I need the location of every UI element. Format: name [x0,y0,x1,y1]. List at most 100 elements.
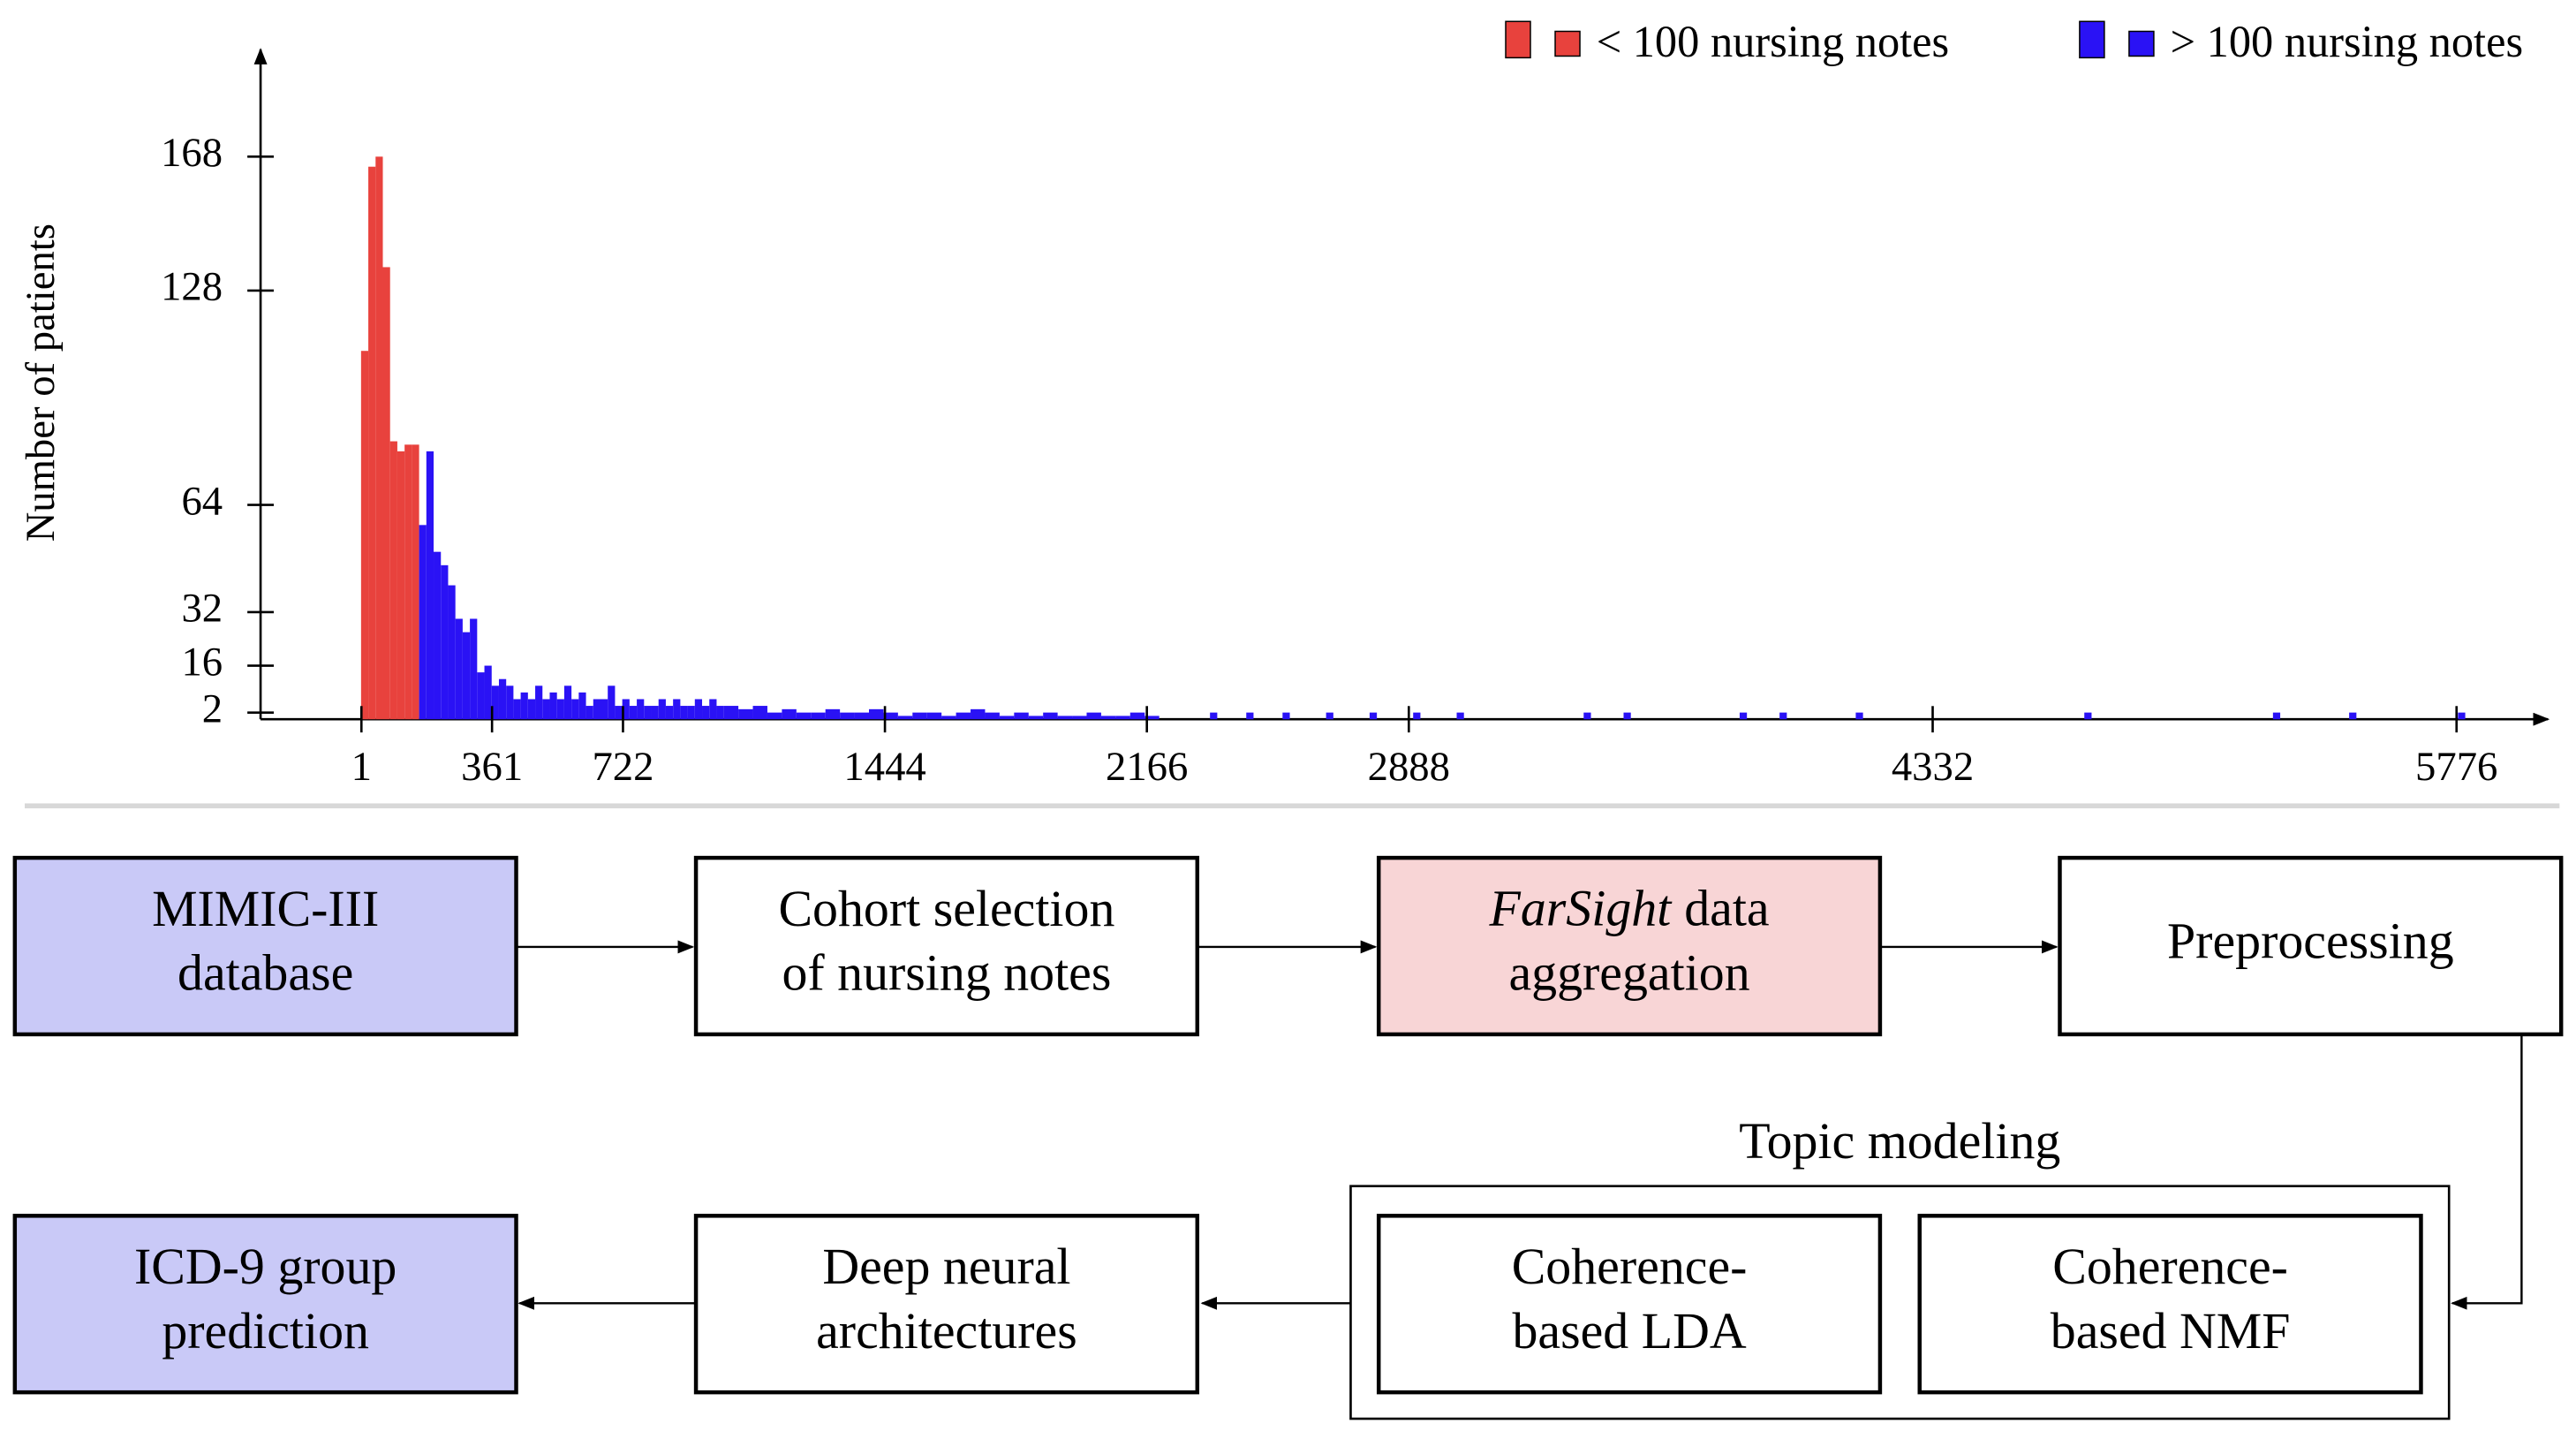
arrow [2451,1034,2523,1310]
y-tick-label: 2 [202,685,223,731]
y-axis-label: Number of patients [18,223,64,542]
bar [455,618,463,720]
bar [1086,712,1101,720]
bar [702,706,710,720]
bar [840,712,855,720]
bar [941,716,956,720]
bar [441,564,449,720]
bar [985,712,1000,720]
node: MIMIC-III database [12,855,518,1037]
x-tick-label: 5776 [2415,744,2497,790]
node-label: based LDA [1512,1302,1746,1359]
bar [1369,712,1378,720]
bar [419,525,427,720]
bar [382,267,390,720]
bar [542,699,550,720]
node: Deep neural architectures [693,1214,1200,1395]
bar [506,685,514,720]
node-box [1376,855,1883,1037]
bar [527,699,536,720]
bar [971,708,986,720]
node-label: MIMIC-III [152,880,379,937]
bar [578,692,586,720]
bar [868,708,884,720]
bar [520,692,528,720]
pipeline-diagram: Topic modeling MIMIC-III database Cohort s… [12,855,2564,1420]
x-tick-label: 2888 [1368,744,1450,790]
separator [25,803,2560,809]
bar [608,685,616,720]
bar [360,351,369,720]
node-label: database [178,944,353,1002]
bar [629,706,638,720]
bar [912,712,927,720]
bar [680,706,688,720]
bar [549,692,557,720]
x-tick-label: 361 [461,744,523,790]
y-tick-label: 32 [181,586,223,632]
node-label: aggregation [1508,944,1749,1002]
legend-swatch [2079,20,2105,59]
bar [563,685,572,720]
bar [723,706,739,720]
histogram: Number of patients 216 32 64 128 168 1 361 722 1… [18,17,2550,790]
node-box [2058,855,2564,1037]
node-label: architectures [816,1302,1077,1359]
bar [484,665,492,720]
bar [1623,712,1631,720]
bar [622,699,630,720]
bar [585,706,593,720]
bar [434,551,442,720]
bar [1210,712,1218,720]
bar [1028,716,1044,720]
bar [811,712,826,720]
bar [1072,716,1087,720]
y-tick-label: 168 [161,130,223,176]
bar [412,444,419,720]
bar [556,699,564,720]
bar [782,708,797,720]
bar [665,706,674,720]
node-label: Cohort selection [778,880,1114,937]
bar [491,685,499,720]
node-box [12,1214,518,1395]
node: Preprocessing [2058,855,2564,1037]
legend-swatch [2128,30,2155,57]
node-label: based NMF [2051,1302,2291,1359]
x-tick-label: 1444 [843,744,925,790]
node-box [12,855,518,1037]
bar [1246,712,1254,720]
node-label: Deep neural [822,1238,1070,1295]
bar [404,444,412,720]
bar [470,618,478,720]
bar [897,716,913,720]
bar [825,708,841,720]
node-box [693,1214,1200,1395]
bar [615,706,623,720]
node-label: Coherence- [2052,1238,2288,1295]
bar [448,585,456,720]
y-tick-label: 16 [181,639,223,685]
bar [593,699,601,720]
bar [1129,712,1145,720]
bar [687,706,695,720]
bar [498,678,507,720]
bar [1115,716,1130,720]
bar [1779,712,1787,720]
bar [1326,712,1333,720]
bar [956,712,971,720]
bar [462,632,471,720]
bar [375,156,383,720]
bar [926,712,942,720]
bar [999,716,1015,720]
node: ICD-9 group prediction [12,1214,518,1395]
bar [2084,712,2092,720]
bar [2272,712,2281,720]
bar [1057,716,1073,720]
bar [1144,716,1160,720]
bar [716,706,724,720]
bar [1413,712,1421,720]
bar [644,706,652,720]
legend: < 100 nursing notes > 100 nursing notes [1505,17,2523,66]
